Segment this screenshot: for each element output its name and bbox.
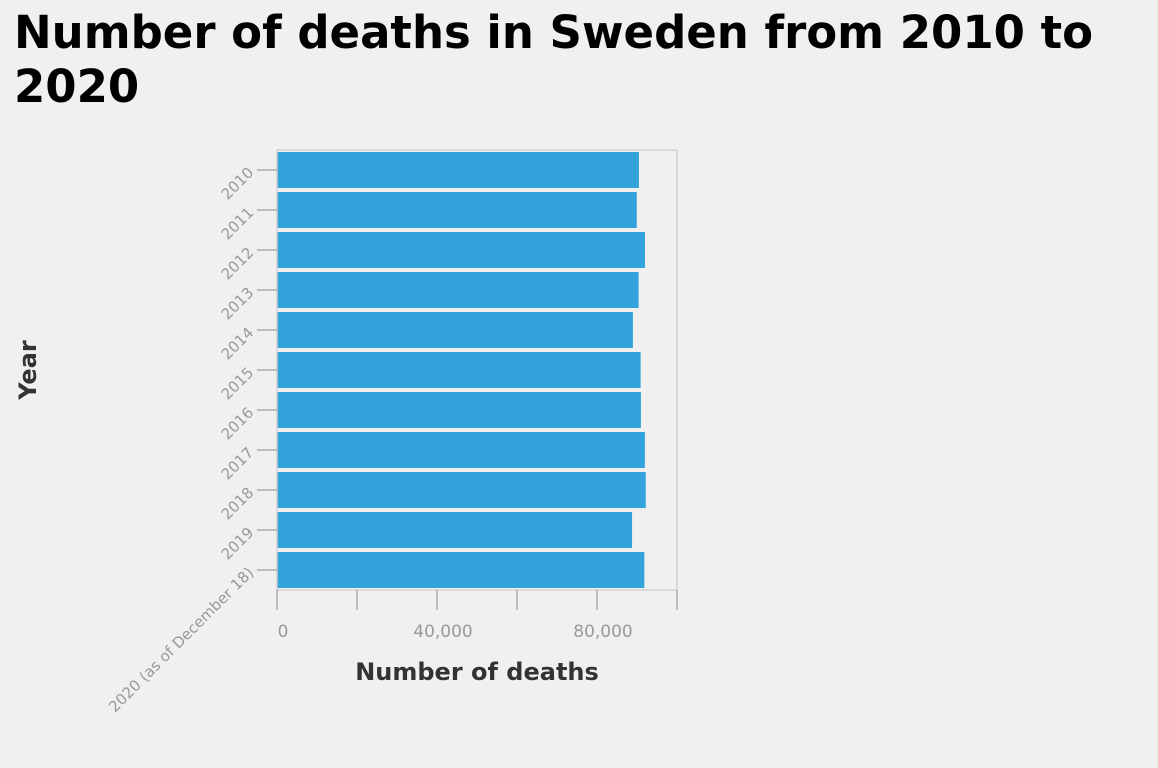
bar xyxy=(277,152,639,188)
bar xyxy=(277,472,646,508)
y-tick-label: 2019 xyxy=(218,524,258,564)
bar xyxy=(277,192,637,228)
bar xyxy=(277,432,645,468)
bar xyxy=(277,312,633,348)
x-tick-label: 80,000 xyxy=(573,622,632,642)
y-tick-label: 2020 (as of December 18) xyxy=(105,564,257,716)
bar xyxy=(277,272,639,308)
y-tick-label: 2017 xyxy=(218,444,258,484)
y-tick-label: 2015 xyxy=(218,364,258,404)
x-tick-label: 40,000 xyxy=(413,622,472,642)
x-tick-label: 0 xyxy=(278,622,289,642)
y-tick-label: 2013 xyxy=(218,284,258,324)
y-tick-label: 2011 xyxy=(218,204,258,244)
y-axis-title: Year xyxy=(14,340,42,401)
bar xyxy=(277,392,641,428)
y-tick-label: 2018 xyxy=(218,484,258,524)
bars-layer xyxy=(277,152,646,588)
y-tick-label: 2016 xyxy=(218,404,258,444)
bar xyxy=(277,512,633,548)
bar xyxy=(277,352,641,388)
y-tick-label: 2014 xyxy=(218,324,258,364)
bar xyxy=(277,232,645,268)
y-tick-label: 2010 xyxy=(218,164,258,204)
bar xyxy=(277,552,645,588)
y-tick-label: 2012 xyxy=(218,244,258,284)
chart-title: Number of deaths in Sweden from 2010 to … xyxy=(14,6,1094,113)
x-axis-title: Number of deaths xyxy=(355,658,599,686)
